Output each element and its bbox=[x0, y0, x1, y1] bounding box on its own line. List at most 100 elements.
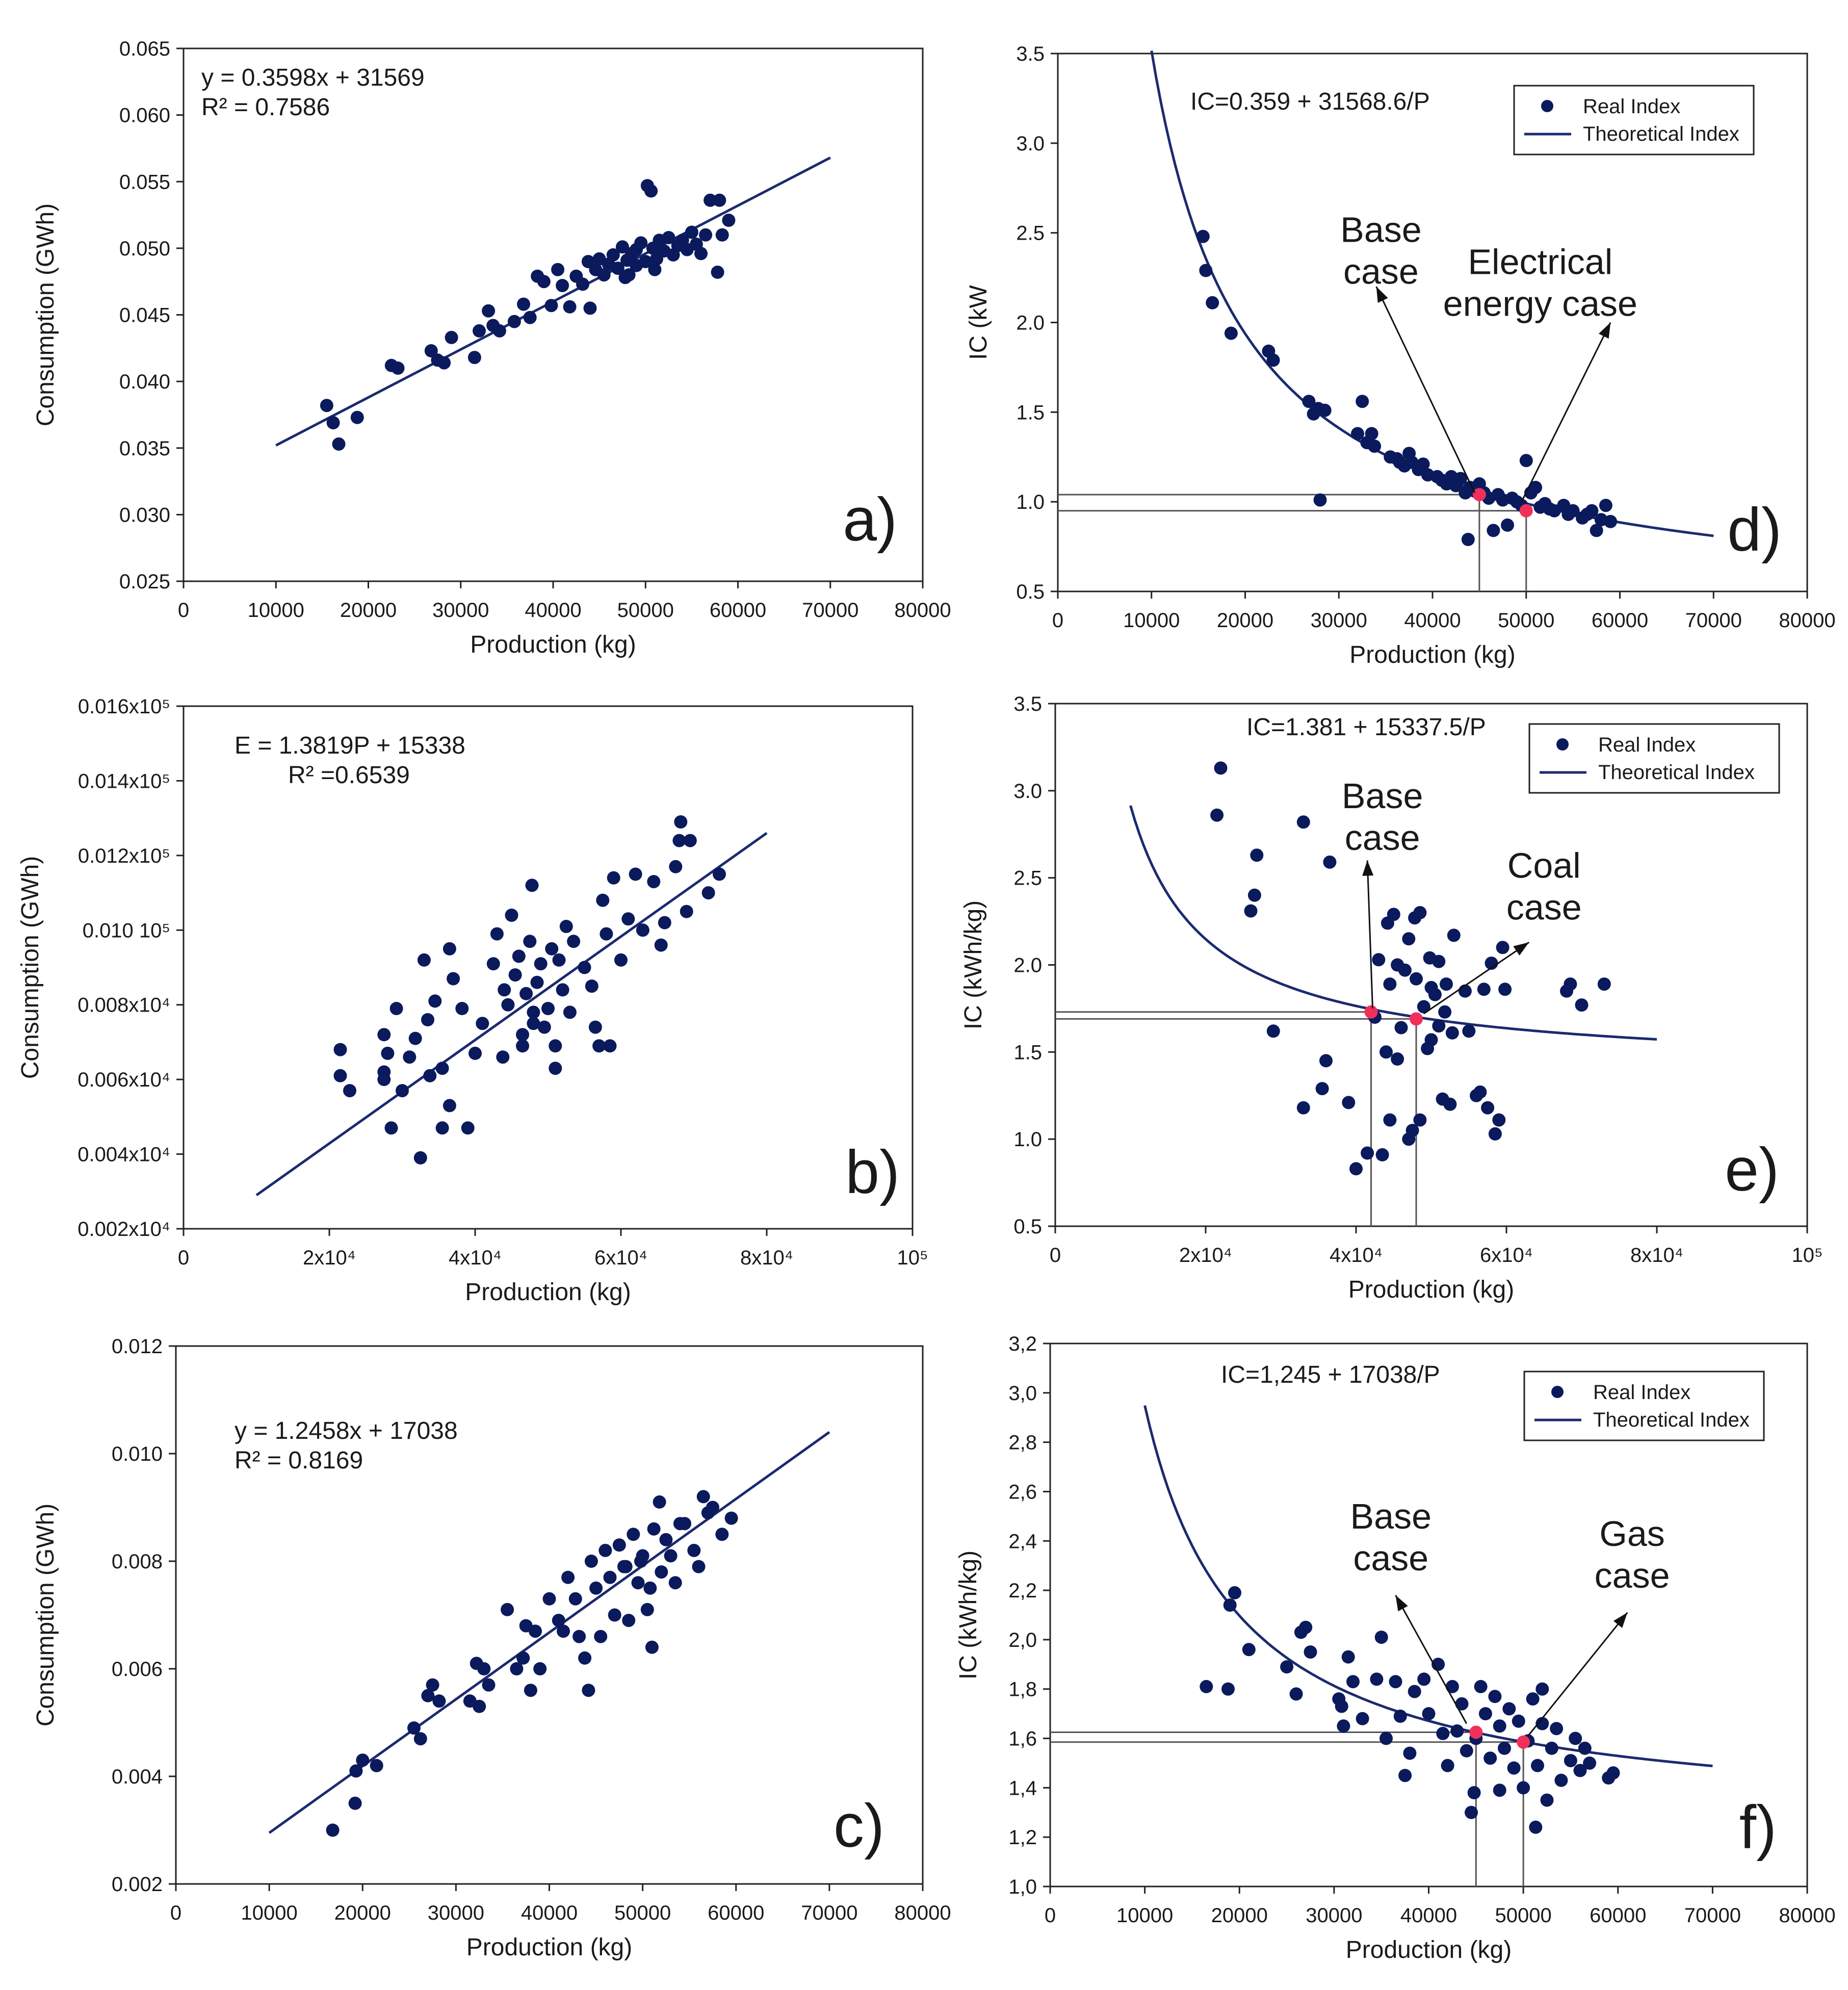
data-point bbox=[1214, 761, 1228, 775]
data-point bbox=[1519, 454, 1533, 468]
y-tick-label: 1,4 bbox=[1008, 1777, 1037, 1799]
data-point bbox=[1569, 1731, 1582, 1745]
data-point bbox=[508, 968, 522, 982]
y-tick-label: 1,6 bbox=[1008, 1728, 1037, 1750]
data-point bbox=[423, 1069, 437, 1082]
x-tick-label: 10000 bbox=[241, 1902, 298, 1924]
legend-label-real: Real Index bbox=[1583, 95, 1680, 118]
data-point bbox=[476, 1017, 489, 1030]
data-point bbox=[524, 1684, 537, 1697]
data-point bbox=[1575, 998, 1589, 1012]
data-point bbox=[1564, 977, 1577, 991]
data-point bbox=[713, 193, 726, 207]
data-point bbox=[1313, 493, 1327, 507]
data-point bbox=[529, 1624, 542, 1638]
x-tick-label: 80000 bbox=[1779, 1904, 1835, 1927]
data-point bbox=[1356, 1712, 1369, 1725]
data-point bbox=[699, 228, 713, 242]
theoretical-index-curve bbox=[1129, 805, 1657, 1041]
x-tick-label: 50000 bbox=[1495, 1904, 1552, 1927]
data-point bbox=[1416, 457, 1430, 471]
data-point bbox=[1455, 1697, 1469, 1711]
x-tick-label: 70000 bbox=[802, 599, 858, 622]
y-tick-label: 3.5 bbox=[1016, 43, 1045, 65]
data-point bbox=[704, 193, 717, 207]
data-point bbox=[643, 1581, 657, 1595]
data-point bbox=[377, 1028, 391, 1042]
x-tick-label: 8x10⁴ bbox=[1630, 1244, 1683, 1267]
data-point bbox=[1488, 1127, 1502, 1141]
data-point bbox=[706, 1501, 719, 1514]
y-tick-label: 0.045 bbox=[119, 304, 170, 327]
data-point bbox=[490, 927, 504, 941]
data-point bbox=[530, 975, 544, 989]
data-point bbox=[525, 878, 539, 892]
y-tick-label: 1.0 bbox=[1013, 1128, 1042, 1151]
data-point bbox=[611, 262, 624, 275]
data-point bbox=[1604, 514, 1618, 528]
x-tick-label: 50000 bbox=[1498, 609, 1554, 632]
x-tick-label: 60000 bbox=[1590, 1904, 1646, 1927]
data-point bbox=[333, 1043, 347, 1056]
data-point bbox=[1394, 1021, 1408, 1035]
data-point bbox=[622, 1614, 636, 1627]
data-point bbox=[1383, 977, 1397, 991]
data-point bbox=[1578, 1741, 1592, 1755]
data-point bbox=[556, 279, 569, 292]
data-point bbox=[1250, 848, 1264, 862]
data-point bbox=[680, 904, 693, 918]
data-point bbox=[1564, 1754, 1577, 1768]
data-point bbox=[627, 1528, 640, 1541]
data-point bbox=[694, 247, 708, 261]
data-point bbox=[584, 1555, 598, 1568]
x-axis-title: Production (kg) bbox=[466, 1934, 632, 1961]
y-axis-title: IC (kW bbox=[965, 285, 992, 359]
data-point bbox=[384, 1121, 398, 1135]
data-point bbox=[551, 263, 565, 276]
data-point bbox=[1550, 1722, 1564, 1736]
x-tick-label: 6x10⁴ bbox=[594, 1247, 647, 1269]
data-point bbox=[1370, 1672, 1384, 1686]
data-point bbox=[583, 301, 597, 315]
data-point bbox=[1391, 1052, 1404, 1066]
x-axis-title: Production (kg) bbox=[1348, 1276, 1514, 1303]
annotation-label: case bbox=[1353, 1538, 1428, 1578]
y-tick-label: 0.008 bbox=[112, 1550, 163, 1573]
data-point bbox=[1315, 1082, 1329, 1096]
data-point bbox=[516, 1028, 529, 1042]
data-point bbox=[537, 275, 551, 289]
legend-marker-real bbox=[1551, 1386, 1564, 1398]
data-point bbox=[468, 1046, 482, 1060]
data-point bbox=[669, 860, 683, 873]
data-point bbox=[1428, 988, 1442, 1001]
annotation-arrow-shaft bbox=[1423, 941, 1530, 1015]
data-point bbox=[1599, 499, 1612, 512]
data-point bbox=[533, 1662, 547, 1675]
data-point bbox=[326, 1823, 340, 1837]
data-point bbox=[333, 1069, 347, 1082]
data-point bbox=[432, 1694, 446, 1708]
data-point bbox=[1454, 472, 1468, 485]
data-point bbox=[1383, 1113, 1397, 1127]
x-tick-label: 80000 bbox=[894, 599, 951, 622]
data-point bbox=[1398, 963, 1412, 977]
legend-box bbox=[1523, 1371, 1765, 1441]
data-point bbox=[1196, 229, 1210, 243]
annotation-arrow-shaft bbox=[1366, 860, 1373, 1009]
data-point bbox=[557, 1624, 570, 1638]
data-point bbox=[435, 1121, 449, 1135]
x-tick-label: 50000 bbox=[614, 1902, 671, 1924]
y-tick-label: 2.0 bbox=[1013, 954, 1042, 977]
data-point bbox=[568, 1592, 582, 1606]
data-point bbox=[1488, 1690, 1502, 1703]
data-point bbox=[343, 1084, 356, 1098]
data-point bbox=[578, 961, 591, 974]
y-tick-label: 0.060 bbox=[119, 105, 170, 127]
data-point bbox=[1221, 1682, 1235, 1696]
x-tick-label: 80000 bbox=[1779, 609, 1835, 632]
x-tick-label: 40000 bbox=[1400, 1904, 1457, 1927]
data-point bbox=[1224, 326, 1238, 340]
data-point bbox=[517, 297, 530, 311]
data-point bbox=[1583, 1756, 1597, 1770]
annotation-arrow-shaft bbox=[1395, 1595, 1468, 1724]
